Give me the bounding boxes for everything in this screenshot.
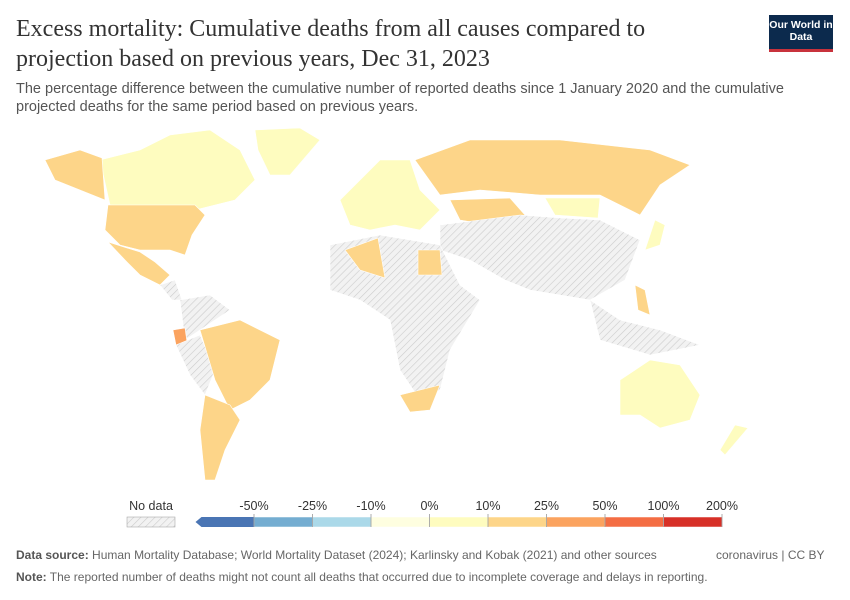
- legend-swatch: [604, 516, 664, 528]
- japan: [644, 219, 666, 251]
- legend-no-data-swatch: [126, 516, 176, 528]
- russia: [414, 139, 691, 216]
- legend-swatch: [546, 516, 606, 528]
- source-text: Human Mortality Database; World Mortalit…: [92, 548, 657, 562]
- legend-no-data-label: No data: [129, 499, 173, 513]
- brazil: [199, 319, 281, 411]
- alaska: [44, 149, 106, 201]
- legend-swatch: [663, 516, 723, 528]
- legend-swatch: [487, 516, 547, 528]
- new-zealand: [719, 424, 749, 456]
- note-text: The reported number of deaths might not …: [49, 570, 708, 584]
- legend-tick-label: -25%: [298, 499, 327, 513]
- legend: No data -50% -25% -10% 0% 10% 25% 50% 100% 200%: [126, 499, 738, 528]
- source-label: Data source:: [16, 548, 89, 562]
- legend-tick-label: 25%: [534, 499, 559, 513]
- legend-tick-label: 10%: [475, 499, 500, 513]
- canada: [99, 129, 256, 211]
- se-asia: [589, 299, 702, 356]
- title: Excess mortality: Cumulative deaths from…: [16, 16, 646, 72]
- note: Note: The reported number of deaths migh…: [16, 570, 708, 584]
- map: No data -50% -25% -10% 0% 10% 25% 50% 100% 200%: [44, 127, 749, 528]
- mexico: [106, 241, 171, 286]
- australia: [619, 359, 701, 429]
- africa: [329, 234, 481, 401]
- license: coronavirus | CC BY: [716, 548, 825, 562]
- legend-swatch: [195, 517, 254, 527]
- legend-tick-label: 200%: [706, 499, 738, 513]
- legend-swatch: [370, 516, 430, 528]
- legend-tick-label: -10%: [356, 499, 385, 513]
- note-label: Note:: [16, 570, 47, 584]
- subtitle: The percentage difference between the cu…: [16, 81, 784, 115]
- logo[interactable]: Our World in Data: [769, 15, 833, 52]
- peru-bolivia: [175, 334, 216, 396]
- legend-tick-label: 50%: [592, 499, 617, 513]
- legend-tick-label: 100%: [648, 499, 680, 513]
- legend-tick-label: 0%: [420, 499, 438, 513]
- legend-swatch: [253, 516, 313, 528]
- legend-swatch: [429, 516, 489, 528]
- algeria: [344, 237, 386, 279]
- countries: [44, 127, 749, 481]
- central-america: [159, 279, 183, 301]
- legend-swatch: [312, 516, 372, 528]
- source: Data source: Human Mortality Database; W…: [16, 548, 657, 562]
- asia-nodata: [439, 214, 641, 301]
- argentina-chile: [199, 394, 241, 481]
- europe: [339, 159, 441, 231]
- philippines: [634, 284, 651, 316]
- egypt: [417, 249, 443, 276]
- usa: [104, 204, 206, 256]
- mongolia: [544, 197, 601, 219]
- greenland: [254, 127, 321, 176]
- legend-tick-label: -50%: [239, 499, 268, 513]
- south-africa: [399, 384, 441, 413]
